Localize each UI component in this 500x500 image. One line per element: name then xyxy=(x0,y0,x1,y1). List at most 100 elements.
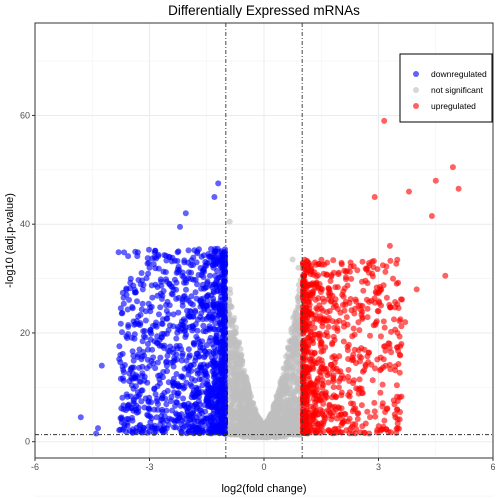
data-point-upregulated xyxy=(300,418,307,425)
data-point-not-significant xyxy=(295,264,302,271)
data-point-upregulated xyxy=(329,292,336,299)
data-point-downregulated xyxy=(120,369,127,376)
data-point-upregulated xyxy=(355,319,362,326)
data-point-not-significant xyxy=(227,290,234,297)
data-point-not-significant xyxy=(238,410,244,417)
data-point-upregulated xyxy=(372,365,378,372)
data-point-downregulated xyxy=(210,349,217,356)
legend-key-downregulated xyxy=(413,71,419,77)
data-point-downregulated xyxy=(185,312,191,319)
data-point-upregulated xyxy=(388,328,395,335)
data-point-downregulated xyxy=(194,425,201,431)
data-point-downregulated xyxy=(169,407,176,414)
data-point-upregulated xyxy=(320,420,327,427)
data-point-upregulated xyxy=(381,324,388,331)
data-point-downregulated xyxy=(140,282,147,288)
data-point-upregulated xyxy=(371,295,378,302)
data-point-not-significant xyxy=(289,256,296,263)
data-point-downregulated xyxy=(185,371,192,378)
data-point-upregulated xyxy=(311,315,318,322)
y-tick-label: 0 xyxy=(25,437,30,447)
data-point-downregulated xyxy=(214,245,221,252)
data-point-downregulated xyxy=(119,394,126,401)
data-point-downregulated xyxy=(200,252,207,259)
data-point-upregulated xyxy=(340,338,347,345)
data-point-downregulated xyxy=(128,365,135,372)
data-point-upregulated xyxy=(331,426,338,433)
data-point-upregulated xyxy=(341,307,348,314)
data-point-downregulated xyxy=(116,343,123,350)
data-point-upregulated xyxy=(351,346,358,353)
data-point-upregulated xyxy=(361,429,368,436)
data-point-upregulated xyxy=(315,422,322,428)
data-point-not-significant xyxy=(226,218,233,225)
data-point-not-significant xyxy=(245,422,252,429)
data-point-downregulated xyxy=(138,429,145,436)
data-point-upregulated xyxy=(300,396,307,403)
data-point-upregulated xyxy=(361,346,368,353)
data-point-downregulated xyxy=(209,416,216,423)
data-point-downregulated xyxy=(163,401,170,408)
y-tick-label: 40 xyxy=(20,219,30,229)
data-point-upregulated xyxy=(359,278,365,285)
data-point-downregulated xyxy=(196,376,203,383)
data-point-downregulated xyxy=(142,308,149,315)
data-point-downregulated xyxy=(210,410,217,417)
data-point-upregulated xyxy=(310,340,317,347)
data-point-downregulated xyxy=(176,412,183,419)
data-point-upregulated xyxy=(369,258,376,265)
data-point-upregulated xyxy=(395,279,402,286)
data-point-downregulated xyxy=(173,269,180,276)
data-point-downregulated xyxy=(157,354,164,361)
data-point-downregulated xyxy=(204,362,211,369)
data-point-upregulated xyxy=(393,382,400,389)
data-point-downregulated xyxy=(146,406,153,413)
data-point-not-significant xyxy=(227,303,234,310)
data-point-not-significant xyxy=(290,389,297,396)
data-point-upregulated xyxy=(382,268,389,275)
data-point-upregulated xyxy=(310,415,317,422)
data-point-not-significant xyxy=(228,368,235,375)
data-point-downregulated xyxy=(194,404,201,411)
data-point-downregulated xyxy=(210,301,217,308)
data-point-downregulated xyxy=(131,331,138,338)
data-point-downregulated xyxy=(192,289,199,296)
data-point-upregulated xyxy=(333,365,340,372)
data-point-upregulated xyxy=(332,284,339,291)
data-point-downregulated xyxy=(193,392,200,399)
data-point-not-significant xyxy=(255,422,262,429)
data-point-upregulated xyxy=(375,308,382,315)
data-point-not-significant xyxy=(281,410,288,417)
data-points xyxy=(77,117,462,441)
data-point-not-significant xyxy=(232,329,239,336)
data-point-upregulated xyxy=(300,423,307,430)
data-point-upregulated xyxy=(338,405,345,412)
data-point-upregulated xyxy=(356,376,363,383)
data-point-upregulated xyxy=(341,285,348,292)
data-point-downregulated xyxy=(146,264,153,271)
data-point-downregulated xyxy=(160,268,167,275)
data-point-upregulated xyxy=(358,402,365,409)
data-point-downregulated xyxy=(136,364,143,371)
data-point-downregulated xyxy=(163,407,170,414)
data-point-downregulated xyxy=(196,353,203,360)
data-point-not-significant xyxy=(295,304,302,311)
data-point-not-significant xyxy=(260,423,267,430)
data-point-downregulated xyxy=(190,339,197,346)
data-point-upregulated xyxy=(309,352,316,359)
data-point-upregulated xyxy=(374,427,381,433)
data-point-not-significant xyxy=(292,366,299,373)
data-point-downregulated xyxy=(203,342,210,349)
data-point-downregulated xyxy=(121,362,128,368)
data-point-downregulated xyxy=(145,270,152,277)
data-point-upregulated xyxy=(330,257,337,264)
data-point-upregulated xyxy=(345,366,352,373)
data-point-upregulated xyxy=(394,329,401,336)
data-point-downregulated xyxy=(182,334,189,340)
data-point-downregulated xyxy=(136,346,143,353)
data-point-upregulated xyxy=(352,296,359,303)
data-point-downregulated xyxy=(180,395,187,402)
data-point-upregulated xyxy=(397,409,403,415)
data-point-downregulated xyxy=(136,422,143,429)
data-point-not-significant xyxy=(237,362,244,369)
